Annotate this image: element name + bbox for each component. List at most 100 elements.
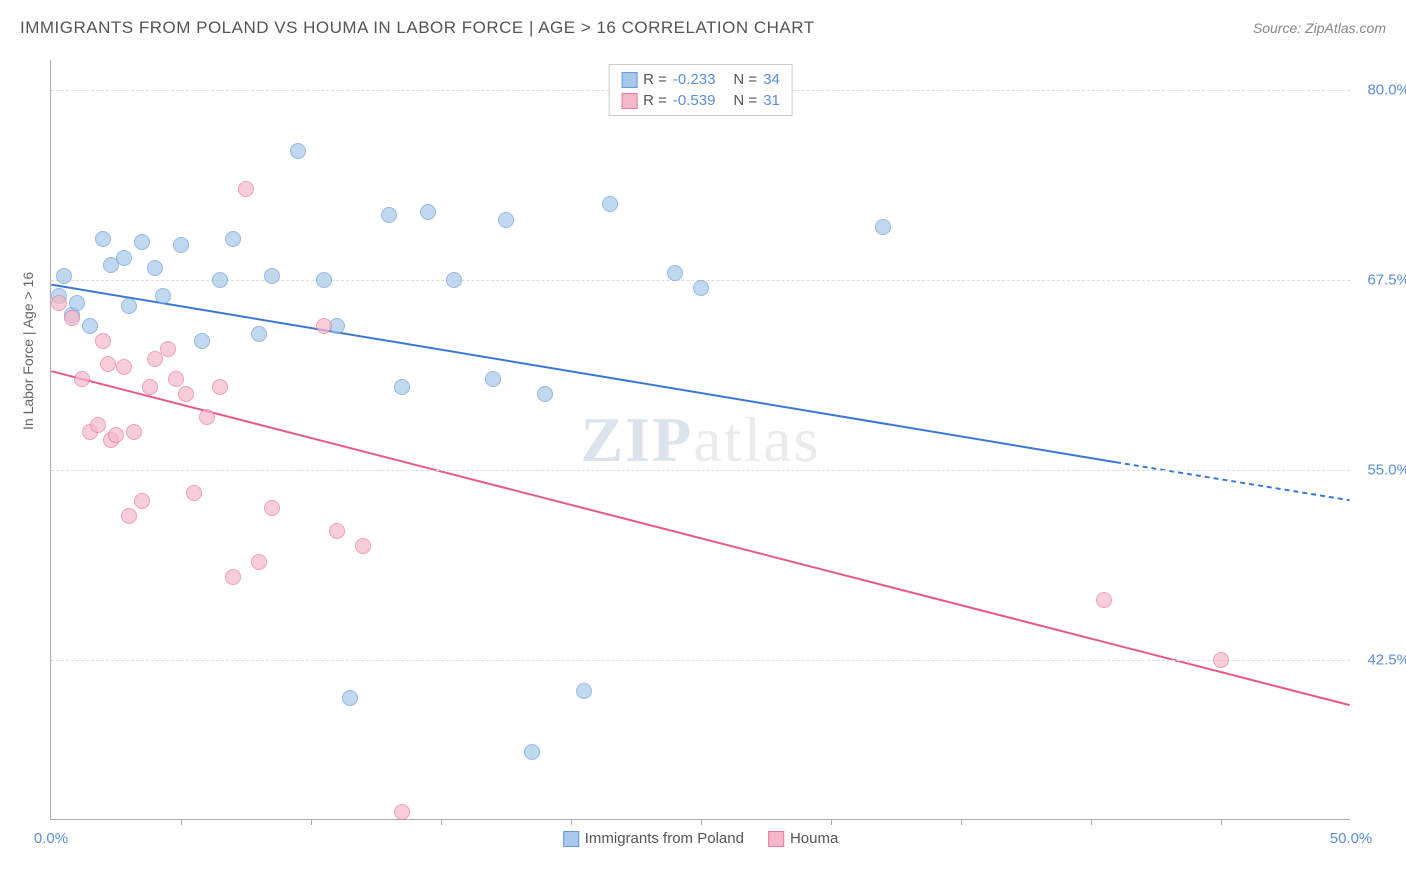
data-point: [1213, 652, 1229, 668]
data-point: [90, 417, 106, 433]
r-label: R =: [643, 71, 667, 88]
data-point: [264, 500, 280, 516]
n-label: N =: [733, 92, 757, 109]
data-point: [95, 231, 111, 247]
data-point: [693, 280, 709, 296]
n-value: 34: [763, 71, 780, 88]
data-point: [355, 538, 371, 554]
x-tick: [441, 819, 442, 825]
data-point: [576, 683, 592, 699]
series-legend-item: Immigrants from Poland: [563, 830, 744, 847]
data-point: [394, 379, 410, 395]
x-tick: [1221, 819, 1222, 825]
n-label: N =: [733, 71, 757, 88]
x-tick: [701, 819, 702, 825]
data-point: [142, 379, 158, 395]
data-point: [498, 212, 514, 228]
data-point: [134, 493, 150, 509]
data-point: [251, 554, 267, 570]
data-point: [160, 341, 176, 357]
data-point: [875, 219, 891, 235]
series-legend: Immigrants from Poland Houma: [563, 830, 839, 847]
x-tick: [1091, 819, 1092, 825]
regression-line: [51, 371, 1349, 705]
data-point: [264, 268, 280, 284]
data-point: [316, 318, 332, 334]
data-point: [394, 804, 410, 820]
n-value: 31: [763, 92, 780, 109]
series-legend-label: Houma: [790, 830, 838, 847]
data-point: [95, 333, 111, 349]
x-tick: [181, 819, 182, 825]
data-point: [64, 310, 80, 326]
x-tick: [571, 819, 572, 825]
legend-swatch: [563, 831, 579, 847]
data-point: [342, 690, 358, 706]
data-point: [155, 288, 171, 304]
y-tick-label: 80.0%: [1367, 82, 1406, 99]
y-gridline: [51, 660, 1350, 661]
data-point: [225, 569, 241, 585]
data-point: [238, 181, 254, 197]
data-point: [225, 231, 241, 247]
data-point: [667, 265, 683, 281]
data-point: [602, 196, 618, 212]
chart-plot-area: ZIPatlas R = -0.233 N = 34 R = -0.539 N = 3…: [50, 60, 1350, 820]
data-point: [420, 204, 436, 220]
data-point: [147, 351, 163, 367]
data-point: [524, 744, 540, 760]
y-gridline: [51, 470, 1350, 471]
data-point: [134, 234, 150, 250]
data-point: [178, 386, 194, 402]
r-value: -0.539: [673, 92, 716, 109]
data-point: [51, 295, 67, 311]
data-point: [116, 359, 132, 375]
r-label: R =: [643, 92, 667, 109]
y-axis-label: In Labor Force | Age > 16: [20, 272, 36, 430]
data-point: [485, 371, 501, 387]
data-point: [212, 272, 228, 288]
data-point: [316, 272, 332, 288]
data-point: [212, 379, 228, 395]
legend-swatch: [768, 831, 784, 847]
r-value: -0.233: [673, 71, 716, 88]
x-tick-label: 50.0%: [1330, 830, 1373, 847]
data-point: [74, 371, 90, 387]
regression-line-extrapolated: [1116, 462, 1350, 500]
y-tick-label: 42.5%: [1367, 652, 1406, 669]
legend-swatch: [621, 72, 637, 88]
data-point: [82, 318, 98, 334]
data-point: [121, 508, 137, 524]
data-point: [194, 333, 210, 349]
data-point: [186, 485, 202, 501]
data-point: [290, 143, 306, 159]
correlation-legend-row: R = -0.233 N = 34: [621, 69, 780, 90]
watermark: ZIPatlas: [581, 403, 821, 477]
data-point: [56, 268, 72, 284]
chart-title: IMMIGRANTS FROM POLAND VS HOUMA IN LABOR…: [20, 18, 815, 38]
correlation-legend-row: R = -0.539 N = 31: [621, 90, 780, 111]
series-legend-label: Immigrants from Poland: [585, 830, 744, 847]
x-tick: [831, 819, 832, 825]
regression-line: [51, 285, 1116, 463]
data-point: [537, 386, 553, 402]
correlation-legend: R = -0.233 N = 34 R = -0.539 N = 31: [608, 64, 793, 116]
data-point: [147, 260, 163, 276]
x-tick-label: 0.0%: [34, 830, 68, 847]
data-point: [173, 237, 189, 253]
regression-lines-layer: [51, 60, 1350, 819]
data-point: [108, 427, 124, 443]
data-point: [69, 295, 85, 311]
data-point: [251, 326, 267, 342]
y-tick-label: 67.5%: [1367, 272, 1406, 289]
data-point: [168, 371, 184, 387]
data-point: [100, 356, 116, 372]
data-point: [381, 207, 397, 223]
data-point: [116, 250, 132, 266]
data-point: [199, 409, 215, 425]
legend-swatch: [621, 93, 637, 109]
series-legend-item: Houma: [768, 830, 838, 847]
x-tick: [311, 819, 312, 825]
y-tick-label: 55.0%: [1367, 462, 1406, 479]
data-point: [1096, 592, 1112, 608]
